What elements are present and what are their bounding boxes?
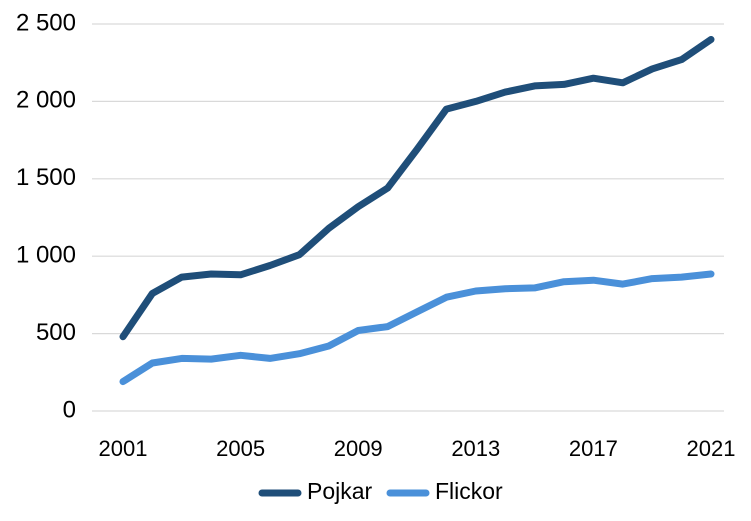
x-tick-label: 2021 — [687, 436, 736, 461]
y-tick-label: 1 500 — [16, 164, 76, 191]
y-tick-label: 1 000 — [16, 242, 76, 269]
y-axis-tick-labels: 0 500 1 000 1 500 2 000 2 500 — [16, 9, 76, 423]
x-tick-label: 2001 — [99, 436, 148, 461]
y-tick-label: 500 — [36, 319, 76, 346]
y-tick-label: 0 — [63, 396, 76, 423]
y-tick-label: 2 500 — [16, 9, 76, 36]
x-tick-label: 2013 — [451, 436, 500, 461]
y-tick-label: 2 000 — [16, 87, 76, 114]
gridlines — [92, 23, 724, 412]
series-lines — [119, 36, 715, 386]
series-line-pojkar — [119, 36, 715, 341]
x-tick-label: 2005 — [216, 436, 265, 461]
legend-label-flickor: Flickor — [435, 478, 503, 504]
legend: Pojkar Flickor — [258, 478, 503, 504]
series-line-flickor — [119, 270, 715, 386]
x-tick-label: 2009 — [334, 436, 383, 461]
x-tick-label: 2017 — [569, 436, 618, 461]
legend-label-pojkar: Pojkar — [307, 478, 373, 504]
x-axis-tick-labels: 2001 2005 2009 2013 2017 2021 — [99, 436, 736, 461]
